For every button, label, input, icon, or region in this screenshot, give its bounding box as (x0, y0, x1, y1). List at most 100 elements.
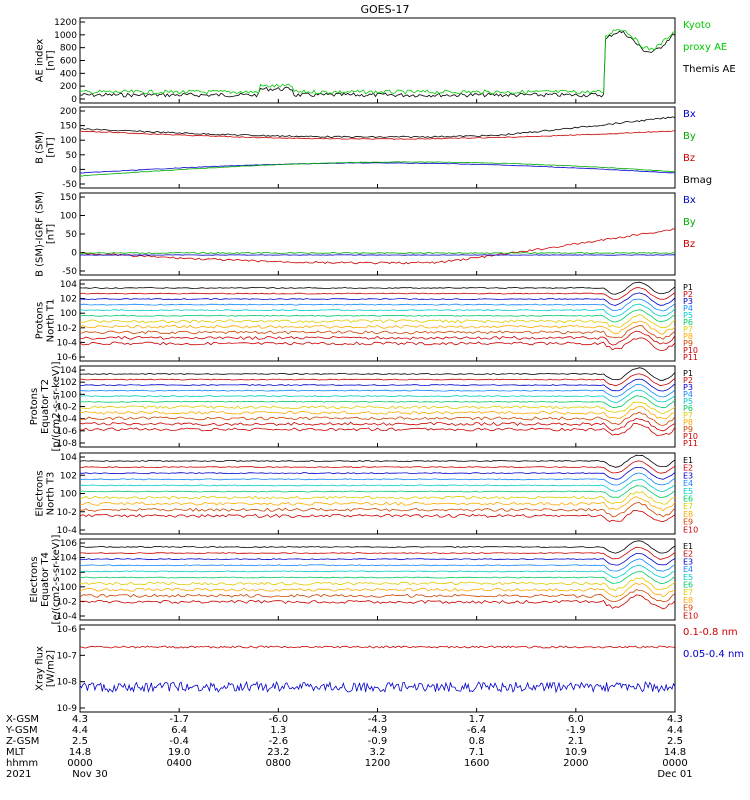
x-row-value: 4.3 (72, 714, 88, 725)
legend-item: E4 (683, 565, 693, 574)
date-label: Nov 30 (72, 769, 107, 780)
channel-trace (80, 422, 676, 437)
y-tick-label: 10-7 (57, 651, 77, 661)
bx-trace (79, 162, 676, 174)
legend-item: P11 (683, 439, 698, 448)
y-tick-label: 102 (60, 471, 77, 481)
channel-trace (79, 406, 675, 420)
x-row-value: -2.6 (269, 736, 289, 747)
y-axis-label: Electrons (29, 556, 40, 602)
x-row-value: -1.7 (169, 714, 189, 725)
legend-item: E1 (683, 542, 693, 551)
xray-long-trace (79, 645, 676, 649)
channel-trace (79, 281, 676, 295)
x-row-value: 0.8 (469, 736, 485, 747)
y-tick-label: 0 (71, 95, 77, 105)
y-tick-label: 1200 (54, 18, 77, 28)
y-axis-label: [nT] (46, 137, 57, 157)
y-tick-label: 10-8 (57, 678, 78, 688)
channel-trace (79, 417, 676, 432)
x-row-value: 2.5 (667, 736, 683, 747)
legend-item: P9 (683, 339, 693, 348)
legend-item: P4 (683, 390, 693, 399)
channel-trace (79, 401, 676, 415)
panel-8: 10-9 10-8 10-7 10-6 Xray flux [W/m2] 0.1-0.8 n… (35, 624, 744, 714)
legend-item: Bx (683, 195, 696, 206)
x-row-label: MLT (6, 747, 26, 758)
channel-trace (79, 466, 676, 480)
y-axis-label: Protons (29, 388, 40, 425)
channel-trace (79, 298, 676, 312)
traces (79, 367, 676, 437)
y-tick-label: 10-2 (57, 508, 77, 518)
channel-trace (79, 383, 676, 398)
legend-item: Bmag (683, 175, 712, 186)
y-tick-label: 100 (60, 490, 77, 500)
x-row-value: 23.2 (267, 747, 289, 758)
y-tick-label: 10-2 (57, 597, 77, 607)
panel-frame (79, 624, 676, 713)
x-row-value: 4.4 (72, 725, 88, 736)
y-tick-label: 10-4 (57, 415, 78, 425)
x-tick-label: 0000 (662, 758, 687, 769)
legend: 0.1-0.8 nm 0.05-0.4 nm (683, 627, 744, 660)
legend-item: 0.1-0.8 nm (683, 627, 738, 638)
traces (79, 645, 676, 694)
y-tick-label: 10-9 (57, 704, 78, 714)
legend-item: P3 (683, 297, 693, 306)
x-row-value: -1.9 (566, 725, 586, 736)
y-axis-label: Protons (35, 302, 46, 339)
y-axis-label: B (SM)-IGRF (SM) (35, 191, 46, 277)
x-row-value: 14.8 (664, 747, 686, 758)
legend-item: P5 (683, 397, 693, 406)
legend-item: P1 (683, 369, 693, 378)
y-tick-label: 10-6 (57, 625, 78, 635)
y-tick-label: 102 (60, 568, 77, 578)
y-tick-label: 0 (71, 249, 77, 259)
channel-trace (79, 287, 676, 300)
y-tick-label: 10-6 (57, 353, 78, 363)
y-tick-label: 104 (60, 453, 77, 463)
legend-item: P5 (683, 311, 693, 320)
legend-item: P3 (683, 383, 693, 392)
channel-trace (79, 389, 676, 404)
legend: Kyoto proxy AE Themis AE (682, 20, 736, 75)
x-row-value: 10.9 (565, 747, 587, 758)
legend: Bx By Bz Bmag (683, 109, 712, 186)
y-tick-label: 400 (60, 69, 77, 79)
x-row-value: 7.1 (469, 747, 485, 758)
channel-trace (79, 367, 676, 381)
x-tick-label: 1200 (365, 758, 390, 769)
legend-item: P2 (683, 290, 693, 299)
y-tick-label: 104 (60, 280, 77, 290)
traces (79, 454, 676, 523)
y-axis-label: [p/(cm2-s-sr-keV)] (51, 361, 62, 451)
channel-trace (79, 314, 676, 329)
channel-trace (79, 325, 676, 340)
y-tick-label: 50 (66, 151, 78, 161)
legend-item: Bz (683, 239, 695, 250)
legend-item: P6 (683, 404, 693, 413)
panel-2: -50 0 50 100 150 200 B (SM) [nT] Bx By Bz Bmag (35, 106, 712, 190)
y-axis-label: North T3 (46, 472, 57, 516)
panel-frame (79, 106, 676, 189)
legend-item: E7 (683, 588, 693, 597)
channel-trace (79, 373, 676, 387)
y-axis-label: Xray flux (35, 646, 46, 691)
by-trace (79, 161, 676, 177)
legend-item: proxy AE (683, 42, 727, 53)
x-row-value: 4.3 (667, 714, 683, 725)
x-row-label: hhmm (6, 758, 38, 769)
legend-item: E8 (683, 596, 693, 605)
y-tick-label: 104 (60, 366, 77, 376)
legend-item: Bz (683, 153, 695, 164)
channel-trace (79, 485, 676, 499)
legend-item: P8 (683, 332, 693, 341)
legend: Bx By Bz (683, 195, 696, 250)
y-axis-label: [nT] (46, 224, 57, 244)
y-axis-label: Electrons (35, 470, 46, 516)
